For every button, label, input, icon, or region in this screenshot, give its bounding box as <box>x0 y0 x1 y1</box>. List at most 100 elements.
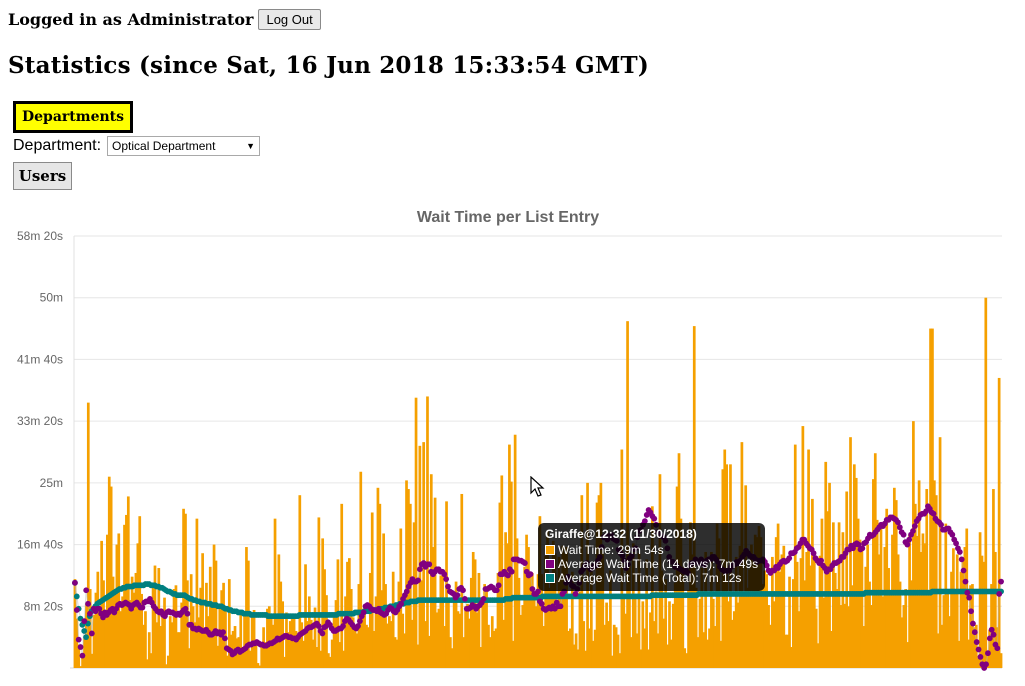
wait-time-bar <box>908 534 911 668</box>
wait-time-bar <box>380 590 384 668</box>
wait-time-bar <box>81 653 84 668</box>
wait-time-bar <box>925 489 929 668</box>
wait-time-bar <box>963 547 967 668</box>
wait-time-bar <box>102 580 105 668</box>
wait-time-bar <box>662 618 666 668</box>
wait-time-bar <box>448 637 452 668</box>
wait-time-bar <box>271 624 275 668</box>
wait-time-bar <box>452 592 456 668</box>
wait-time-bar <box>96 571 100 668</box>
wait-time-bar <box>959 571 963 668</box>
avg-14-point <box>651 515 658 522</box>
wait-time-bar <box>155 622 159 668</box>
wait-time-bar <box>205 582 208 668</box>
wait-time-bar <box>576 649 580 668</box>
tooltip-row-wait: Wait Time: 29m 54s <box>545 543 758 557</box>
wait-time-bar <box>645 559 648 668</box>
wait-time-bar <box>410 619 414 668</box>
avg-14-point <box>315 623 322 629</box>
wait-time-bar <box>523 566 527 668</box>
wait-time-bar <box>570 571 574 668</box>
wait-time-bar <box>873 453 877 668</box>
wait-time-bar <box>193 622 197 668</box>
avg-14-point <box>85 600 91 607</box>
avg-14-point <box>505 572 511 579</box>
avg-14-point <box>75 636 82 643</box>
wait-time-bar <box>372 630 376 668</box>
wait-time-bar <box>534 606 538 668</box>
avg-14-point <box>996 591 1003 597</box>
wait-time-bar <box>279 581 283 668</box>
wait-time-bar <box>300 622 304 668</box>
wait-time-bar <box>338 642 342 668</box>
avg-14-point <box>786 555 793 562</box>
wait-time-bar <box>540 574 544 668</box>
wait-time-bar <box>323 569 326 668</box>
wait-time-bar <box>384 584 387 668</box>
departments-button[interactable]: Departments <box>13 101 133 133</box>
wait-time-bar <box>811 498 814 668</box>
wait-time-bar <box>839 605 843 668</box>
wait-time-bar <box>287 632 290 668</box>
wait-time-bar <box>254 639 258 668</box>
wait-time-bar <box>376 487 380 668</box>
avg-14-point <box>968 608 974 615</box>
wait-time-bar <box>660 570 664 668</box>
avg-14-point <box>859 545 866 552</box>
wait-time-bar <box>843 603 847 668</box>
wait-time-bar <box>355 633 359 668</box>
avg-14-point <box>911 523 918 529</box>
wait-time-bar <box>437 608 441 668</box>
wait-time-bar <box>704 551 708 668</box>
avg-14-point <box>964 589 971 596</box>
avg-14-point <box>454 592 461 599</box>
wait-time-bar <box>412 522 416 668</box>
wait-time-bar <box>519 614 523 668</box>
wait-time-bar <box>130 576 134 668</box>
wait-time-bar <box>325 595 328 668</box>
wait-time-bar <box>191 606 195 668</box>
wait-time-bar <box>527 547 530 668</box>
wait-time-bar <box>841 532 845 668</box>
wait-time-bar <box>734 556 738 668</box>
avg-14-point <box>572 591 579 597</box>
wait-time-bar <box>163 597 166 668</box>
wait-time-bar <box>159 626 163 668</box>
wait-time-bar <box>542 626 546 668</box>
wait-time-bar <box>582 621 586 668</box>
avg-14-point <box>958 556 965 563</box>
wait-time-bar <box>609 570 612 668</box>
wait-time-bar <box>929 328 932 668</box>
wait-time-bar <box>593 629 597 668</box>
wait-time-bar <box>433 497 437 668</box>
wait-time-bar <box>891 534 894 668</box>
wait-time-bar <box>113 590 117 668</box>
users-button[interactable]: Users <box>13 162 72 190</box>
logout-button[interactable]: Log Out <box>258 9 321 30</box>
department-select[interactable]: Optical Department ▼ <box>107 136 261 156</box>
wait-time-bar <box>948 616 951 668</box>
wait-time-bar <box>626 321 629 668</box>
wait-time-bar <box>149 653 153 668</box>
wait-time-bar <box>647 649 650 668</box>
avg-14-point <box>73 607 80 613</box>
avg-14-point <box>508 568 515 575</box>
wait-time-bar <box>266 608 269 668</box>
wait-time-bar <box>151 587 155 668</box>
wait-time-bar <box>894 500 898 668</box>
wait-time-bar <box>174 585 178 668</box>
wait-time-bar <box>77 644 81 668</box>
wait-time-bar <box>128 600 132 668</box>
wait-time-bar <box>706 639 709 668</box>
wait-time-bar <box>483 584 486 668</box>
wait-time-bar <box>321 538 325 668</box>
wait-time-bar <box>98 609 102 668</box>
y-axis-ticks: 8m 20s 16m 40s 25m 33m 20s 41m 40s 50m 58m 20s <box>17 229 63 613</box>
wait-time-bar <box>748 569 751 668</box>
wait-time-bar <box>637 553 641 668</box>
wait-time-bar <box>940 624 944 668</box>
avg-14-point <box>493 587 500 594</box>
wait-time-bar <box>302 640 305 668</box>
wait-time-bar <box>168 616 172 668</box>
wait-time-bar <box>389 621 393 668</box>
